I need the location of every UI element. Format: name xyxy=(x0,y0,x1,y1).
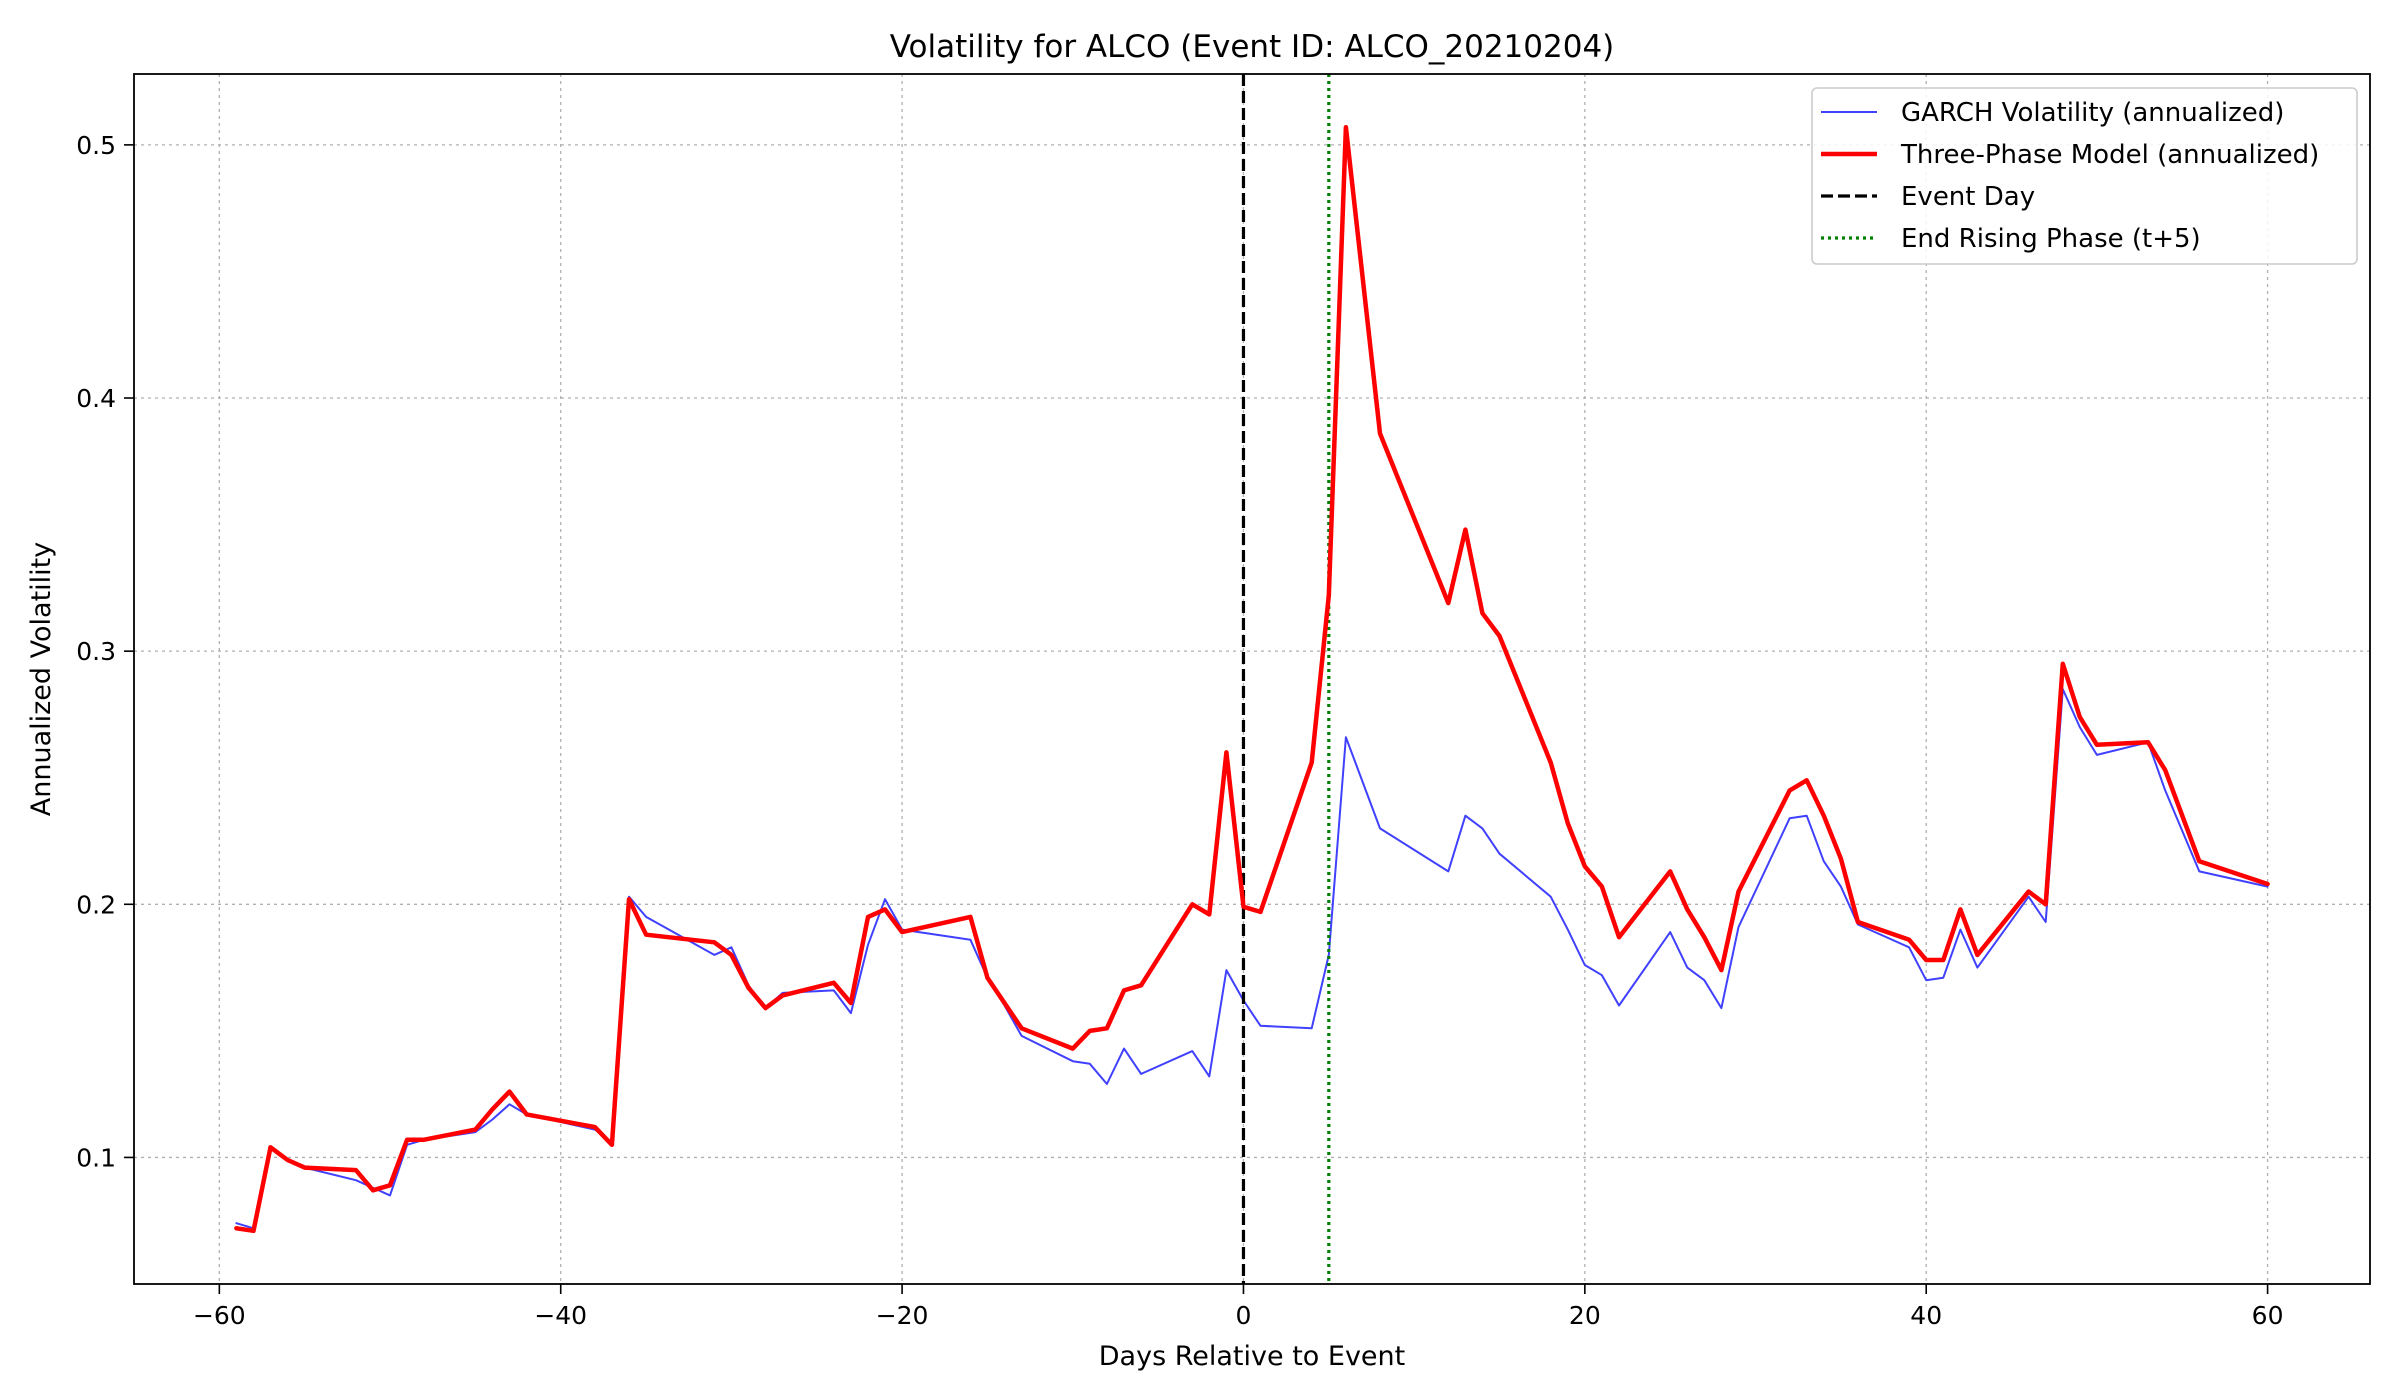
legend-label-event-day: Event Day xyxy=(1901,182,2035,212)
axis-ticks: −60 −40 −20 0 20 40 60 0.1 0.2 0.3 0.4 0.5 xyxy=(76,131,2283,1330)
x-tick-label: −60 xyxy=(193,1301,246,1330)
three-phase-model-line xyxy=(234,124,2270,1234)
y-tick-label: 0.3 xyxy=(76,637,116,666)
chart-title: Volatility for ALCO (Event ID: ALCO_2021… xyxy=(890,29,1615,65)
x-tick-label: −20 xyxy=(876,1301,929,1330)
legend-label-garch: GARCH Volatility (annualized) xyxy=(1901,98,2284,128)
y-axis-label: Annualized Volatility xyxy=(26,542,57,816)
series-layer xyxy=(234,74,2270,1284)
x-tick-label: −40 xyxy=(534,1301,587,1330)
x-tick-label: 0 xyxy=(1236,1301,1252,1330)
legend-box xyxy=(1811,87,2358,265)
legend-label-end-rising: End Rising Phase (t+5) xyxy=(1901,224,2201,254)
legend: GARCH Volatility (annualized) Three-Phas… xyxy=(1811,87,2358,265)
y-tick-label: 0.5 xyxy=(76,131,116,160)
x-tick-label: 60 xyxy=(2252,1301,2284,1330)
plot-frame xyxy=(133,73,2371,1285)
legend-label-three-phase: Three-Phase Model (annualized) xyxy=(1900,140,2319,170)
y-tick-label: 0.2 xyxy=(76,890,116,919)
x-axis-label: Days Relative to Event xyxy=(1099,1341,1405,1372)
x-tick-label: 20 xyxy=(1569,1301,1601,1330)
x-tick-label: 40 xyxy=(1910,1301,1942,1330)
y-tick-label: 0.4 xyxy=(76,384,116,413)
y-tick-label: 0.1 xyxy=(76,1143,116,1172)
